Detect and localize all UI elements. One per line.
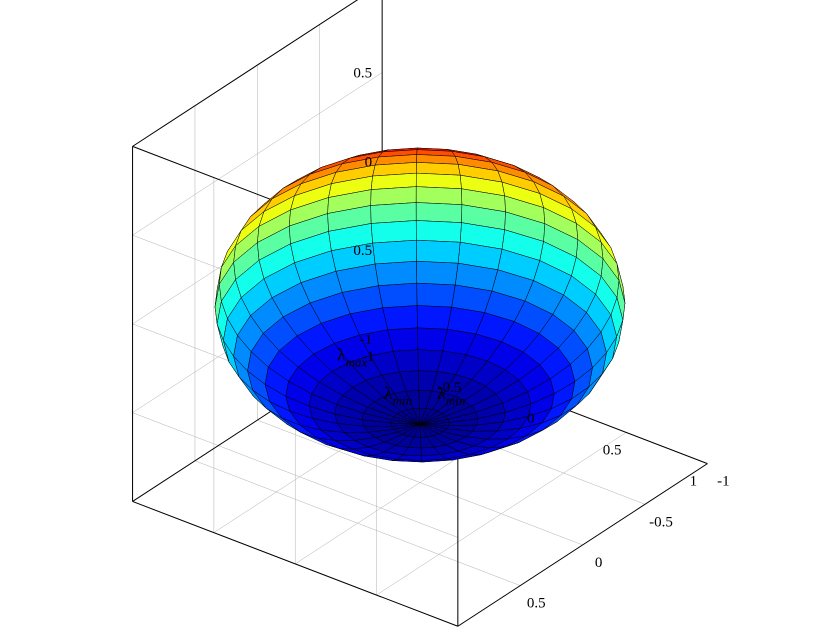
x-tick-4: 1 xyxy=(690,474,698,490)
z-tick-1: 0.5 xyxy=(353,243,372,259)
x-tick-3: 0.5 xyxy=(603,442,622,458)
x-tick-2: 0 xyxy=(527,411,535,427)
ellipsoid-surface xyxy=(215,148,625,462)
3d-surface-plot: -10.500.51-1-0.500.51-1-0.500.51λminλmin… xyxy=(0,0,820,634)
y-tick-0: -1 xyxy=(717,474,730,490)
y-tick-2: 0 xyxy=(595,555,603,571)
z-tick-0: -1 xyxy=(360,332,373,348)
y-tick-3: 0.5 xyxy=(527,596,546,612)
z-tick-3: 0.5 xyxy=(353,66,372,82)
y-tick-1: -0.5 xyxy=(649,514,673,530)
z-tick-2: 0 xyxy=(365,154,373,170)
